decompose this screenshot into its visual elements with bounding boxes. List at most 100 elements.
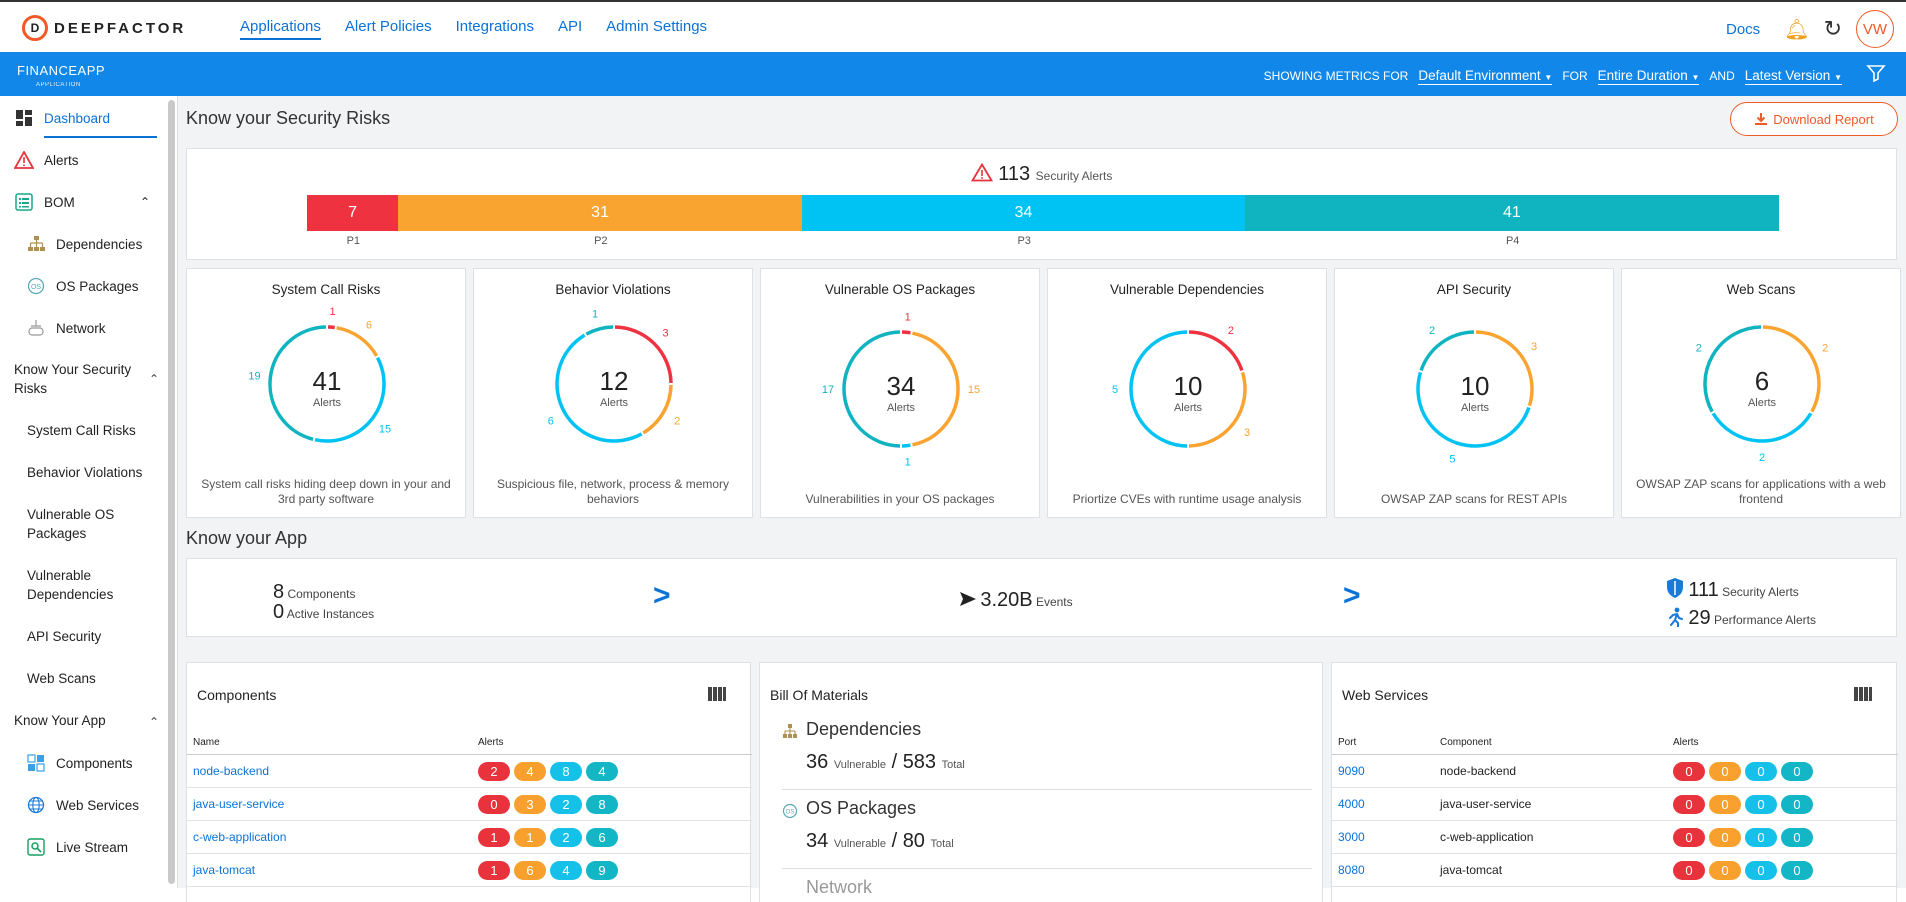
sidebar-item-vulnerable-dependencies[interactable]: Vulnerable Dependencies bbox=[27, 568, 114, 602]
donut-arc-p2[interactable] bbox=[912, 331, 960, 447]
table-row[interactable]: 9090 node-backend 0 0 0 0 bbox=[1332, 754, 1898, 788]
events-summary[interactable]: 3.20B Events bbox=[959, 589, 1073, 612]
sidebar-item-web-services[interactable]: Web Services bbox=[26, 795, 139, 815]
alert-pill-p2[interactable]: 0 bbox=[1709, 827, 1741, 847]
port-link[interactable]: 9090 bbox=[1338, 764, 1365, 778]
sidebar-group-security[interactable]: Know Your Security Risks ⌃ bbox=[14, 360, 159, 398]
brand-logo[interactable]: D DEEPFACTOR bbox=[22, 15, 186, 41]
alert-pill-p3[interactable]: 2 bbox=[550, 827, 582, 847]
alert-pill-p4[interactable]: 0 bbox=[1781, 860, 1813, 880]
bell-icon[interactable]: 🔔︎ bbox=[1784, 18, 1810, 41]
alert-pill-p4[interactable]: 4 bbox=[586, 761, 618, 781]
component-link[interactable]: node-backend bbox=[193, 764, 270, 778]
table-row[interactable]: 3000 c-web-application 0 0 0 0 bbox=[1332, 820, 1898, 854]
donut-arc-p3[interactable] bbox=[555, 333, 643, 443]
components-summary[interactable]: 8 Components bbox=[273, 581, 356, 604]
donut-arc-p3[interactable] bbox=[1416, 371, 1531, 448]
alert-pill-p3[interactable]: 0 bbox=[1745, 761, 1777, 781]
columns-icon[interactable] bbox=[1854, 687, 1872, 706]
alert-pill-p1[interactable]: 0 bbox=[1673, 761, 1705, 781]
alert-pill-p2[interactable]: 1 bbox=[514, 827, 546, 847]
sidebar-item-network[interactable]: Network bbox=[26, 318, 106, 338]
donut-arc-p2[interactable] bbox=[642, 384, 673, 435]
donut-arc-p2[interactable] bbox=[1188, 371, 1247, 448]
alert-pill-p3[interactable]: 8 bbox=[550, 761, 582, 781]
chevron-up-icon[interactable]: ⌃ bbox=[148, 372, 159, 386]
sidebar-item-alerts[interactable]: Alerts bbox=[14, 150, 79, 170]
port-link[interactable]: 8080 bbox=[1338, 863, 1365, 877]
alert-pill-p2[interactable]: 0 bbox=[1709, 794, 1741, 814]
component-link[interactable]: c-web-application bbox=[193, 830, 287, 844]
alert-pill-p4[interactable]: 8 bbox=[586, 794, 618, 814]
alert-pill-p4[interactable]: 0 bbox=[1781, 827, 1813, 847]
app-name[interactable]: FINANCEAPP bbox=[17, 63, 106, 78]
alert-pill-p1[interactable]: 1 bbox=[478, 860, 510, 880]
alert-pill-p1[interactable]: 1 bbox=[478, 827, 510, 847]
chevron-up-icon[interactable]: ⌃ bbox=[140, 195, 151, 209]
sidebar-item-vulnerable-os-packages[interactable]: Vulnerable OS Packages bbox=[27, 507, 115, 541]
donut-arc-p2[interactable] bbox=[336, 326, 379, 357]
risk-card-api-security[interactable]: API Security 3 5 2 10 Alerts OWSAP ZAP scans f… bbox=[1334, 268, 1614, 518]
risk-card-web-scans[interactable]: Web Scans 2 2 2 6 Alerts OWSAP ZAP scans for a… bbox=[1621, 268, 1901, 518]
risk-card-vulnerable-os-packages[interactable]: Vulnerable OS Packages 1 15 1 17 34 Alerts Vuln… bbox=[760, 268, 1040, 518]
alert-pill-p3[interactable]: 0 bbox=[1745, 794, 1777, 814]
alert-pill-p4[interactable]: 6 bbox=[586, 827, 618, 847]
alert-pill-p2[interactable]: 4 bbox=[514, 761, 546, 781]
performance-alerts-summary[interactable]: 29 Performance Alerts bbox=[1665, 607, 1816, 630]
donut-arc-p2[interactable] bbox=[1475, 330, 1534, 407]
sidebar-group-app[interactable]: Know Your App ⌃ bbox=[14, 711, 159, 730]
risk-card-system-call-risks[interactable]: System Call Risks 1 6 15 19 41 Alerts System ca… bbox=[186, 268, 466, 518]
alert-pill-p3[interactable]: 0 bbox=[1745, 827, 1777, 847]
priority-segment-p3[interactable]: 34 bbox=[801, 195, 1245, 231]
nav-api[interactable]: API bbox=[557, 18, 583, 35]
download-report-button[interactable]: Download Report bbox=[1730, 102, 1898, 136]
table-row[interactable]: node-backend 2 4 8 4 bbox=[187, 754, 752, 788]
alert-pill-p4[interactable]: 0 bbox=[1781, 761, 1813, 781]
docs-link[interactable]: Docs bbox=[1725, 20, 1761, 38]
table-row[interactable]: java-tomcat 1 6 4 9 bbox=[187, 853, 752, 887]
table-row[interactable]: c-web-application 1 1 2 6 bbox=[187, 820, 752, 854]
port-link[interactable]: 3000 bbox=[1338, 830, 1365, 844]
donut-arc-p4[interactable] bbox=[585, 325, 614, 336]
donut-arc-p4[interactable] bbox=[268, 325, 327, 441]
security-alerts-summary[interactable]: 111 Security Alerts bbox=[1665, 577, 1799, 602]
donut-arc-p4[interactable] bbox=[1703, 325, 1762, 413]
component-link[interactable]: java-tomcat bbox=[193, 863, 256, 877]
alert-pill-p1[interactable]: 0 bbox=[1673, 860, 1705, 880]
sidebar-item-components[interactable]: Components bbox=[26, 753, 133, 773]
component-link[interactable]: java-user-service bbox=[193, 797, 285, 811]
donut-arc-p3[interactable] bbox=[314, 356, 386, 443]
alert-pill-p3[interactable]: 0 bbox=[1745, 860, 1777, 880]
sidebar-item-dependencies[interactable]: Dependencies bbox=[26, 234, 142, 254]
duration-dropdown[interactable]: Entire Duration ▼ bbox=[1597, 68, 1700, 85]
donut-arc-p3[interactable] bbox=[1711, 412, 1813, 443]
sidebar-scrollbar[interactable] bbox=[168, 100, 175, 884]
donut-arc-p4[interactable] bbox=[842, 330, 901, 448]
table-row[interactable]: java-user-service 0 3 2 8 bbox=[187, 787, 752, 821]
nav-alert-policies[interactable]: Alert Policies bbox=[344, 18, 432, 35]
sidebar-item-bom[interactable]: BOM ⌃ bbox=[14, 192, 154, 212]
user-avatar[interactable]: VW bbox=[1856, 10, 1894, 48]
alert-pill-p1[interactable]: 2 bbox=[478, 761, 510, 781]
nav-applications[interactable]: Applications bbox=[240, 18, 321, 40]
port-link[interactable]: 4000 bbox=[1338, 797, 1365, 811]
alert-pill-p3[interactable]: 2 bbox=[550, 794, 582, 814]
sidebar-item-web-scans[interactable]: Web Scans bbox=[27, 671, 96, 686]
bom-dependencies-title[interactable]: Dependencies bbox=[806, 719, 922, 739]
sidebar-item-os-packages[interactable]: OS OS Packages bbox=[26, 276, 139, 296]
donut-arc-p4[interactable] bbox=[1419, 330, 1475, 372]
priority-segment-p4[interactable]: 41 bbox=[1244, 195, 1779, 231]
alert-pill-p4[interactable]: 0 bbox=[1781, 794, 1813, 814]
alert-pill-p2[interactable]: 0 bbox=[1709, 860, 1741, 880]
nav-integrations[interactable]: Integrations bbox=[455, 18, 534, 35]
columns-icon[interactable] bbox=[708, 687, 726, 706]
alert-pill-p2[interactable]: 6 bbox=[514, 860, 546, 880]
refresh-icon[interactable]: ↻ bbox=[1823, 16, 1842, 41]
priority-segment-p1[interactable]: 7 bbox=[307, 195, 399, 231]
donut-arc-p3[interactable] bbox=[901, 443, 911, 448]
donut-arc-p1[interactable] bbox=[1188, 330, 1244, 372]
alert-pill-p4[interactable]: 9 bbox=[586, 860, 618, 880]
alert-pill-p2[interactable]: 0 bbox=[1709, 761, 1741, 781]
filter-icon[interactable] bbox=[1866, 63, 1886, 89]
sidebar-item-behavior-violations[interactable]: Behavior Violations bbox=[27, 465, 143, 480]
